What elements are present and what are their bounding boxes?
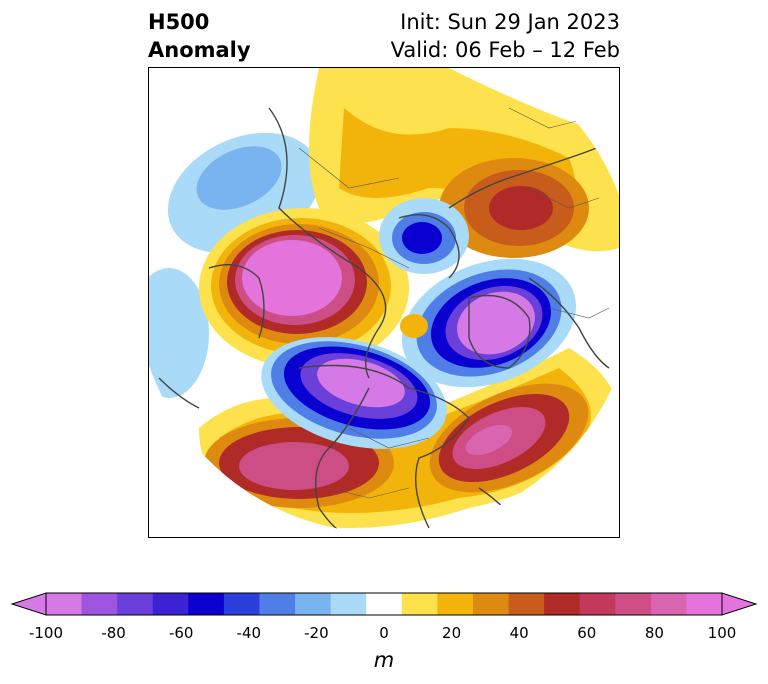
colorbar-bin — [259, 593, 296, 615]
anomaly-pos-north — [309, 68, 619, 258]
colorbar-bin — [472, 593, 510, 615]
colorbar-bin — [686, 593, 723, 615]
colorbar-bin — [46, 593, 83, 615]
colorbar-bin — [152, 593, 189, 615]
anomaly-map — [148, 67, 620, 538]
init-date: Init: Sun 29 Jan 2023 — [400, 10, 620, 34]
colorbar-bin — [508, 593, 545, 615]
colorbar-tick-label: 20 — [442, 624, 462, 642]
colorbar-bin — [650, 593, 687, 615]
colorbar-bin — [295, 593, 332, 615]
colorbar-tick-label: 0 — [379, 624, 389, 642]
anomaly-small-pos — [400, 314, 428, 338]
colorbar-bin — [615, 593, 652, 615]
colorbar-bin — [579, 593, 616, 615]
colorbar-tick-label: -60 — [168, 624, 194, 642]
colorbar-bin — [401, 593, 438, 615]
borders — [298, 107, 610, 499]
title-variable: H500 — [148, 10, 210, 34]
colorbar-bin — [330, 593, 367, 615]
anomaly-pos-south — [199, 348, 619, 528]
colorbar — [10, 592, 758, 616]
colorbar-bin — [223, 593, 260, 615]
anomaly-map-svg — [149, 68, 619, 533]
anomaly-pos-alaska — [199, 208, 409, 368]
colorbar-bin — [188, 593, 225, 615]
anomaly-neg-pacific — [149, 132, 321, 398]
colorbar-tick-label: 60 — [577, 624, 597, 642]
colorbar-bin — [117, 593, 154, 615]
colorbar-extend-high — [721, 592, 758, 616]
colorbar-frame — [45, 592, 723, 616]
anomaly-neg-arctic — [379, 198, 469, 274]
colorbar-tick-label: 100 — [707, 624, 737, 642]
colorbar-extend-low — [10, 592, 47, 616]
coastlines — [158, 107, 619, 533]
valid-range: Valid: 06 Feb – 12 Feb — [390, 38, 620, 62]
colorbar-unit: m — [373, 648, 395, 672]
colorbar-tick-label: 40 — [509, 624, 529, 642]
map-dates: Init: Sun 29 Jan 2023 Valid: 06 Feb – 12… — [391, 8, 620, 64]
colorbar-tick-label: -80 — [101, 624, 126, 642]
map-title: H500 Anomaly — [148, 8, 251, 64]
colorbar-bin — [437, 593, 474, 615]
colorbar-bin — [81, 593, 118, 615]
colorbar-bin — [544, 593, 581, 615]
title-type: Anomaly — [148, 38, 251, 62]
anomaly-neg-canada — [261, 337, 447, 449]
colorbar-tick-label: -100 — [28, 624, 64, 642]
colorbar-tick-label: -40 — [236, 624, 262, 642]
colorbar-tick-label: -20 — [304, 624, 329, 642]
colorbar-bin — [366, 593, 403, 615]
colorbar-tick-label: 80 — [644, 624, 664, 642]
